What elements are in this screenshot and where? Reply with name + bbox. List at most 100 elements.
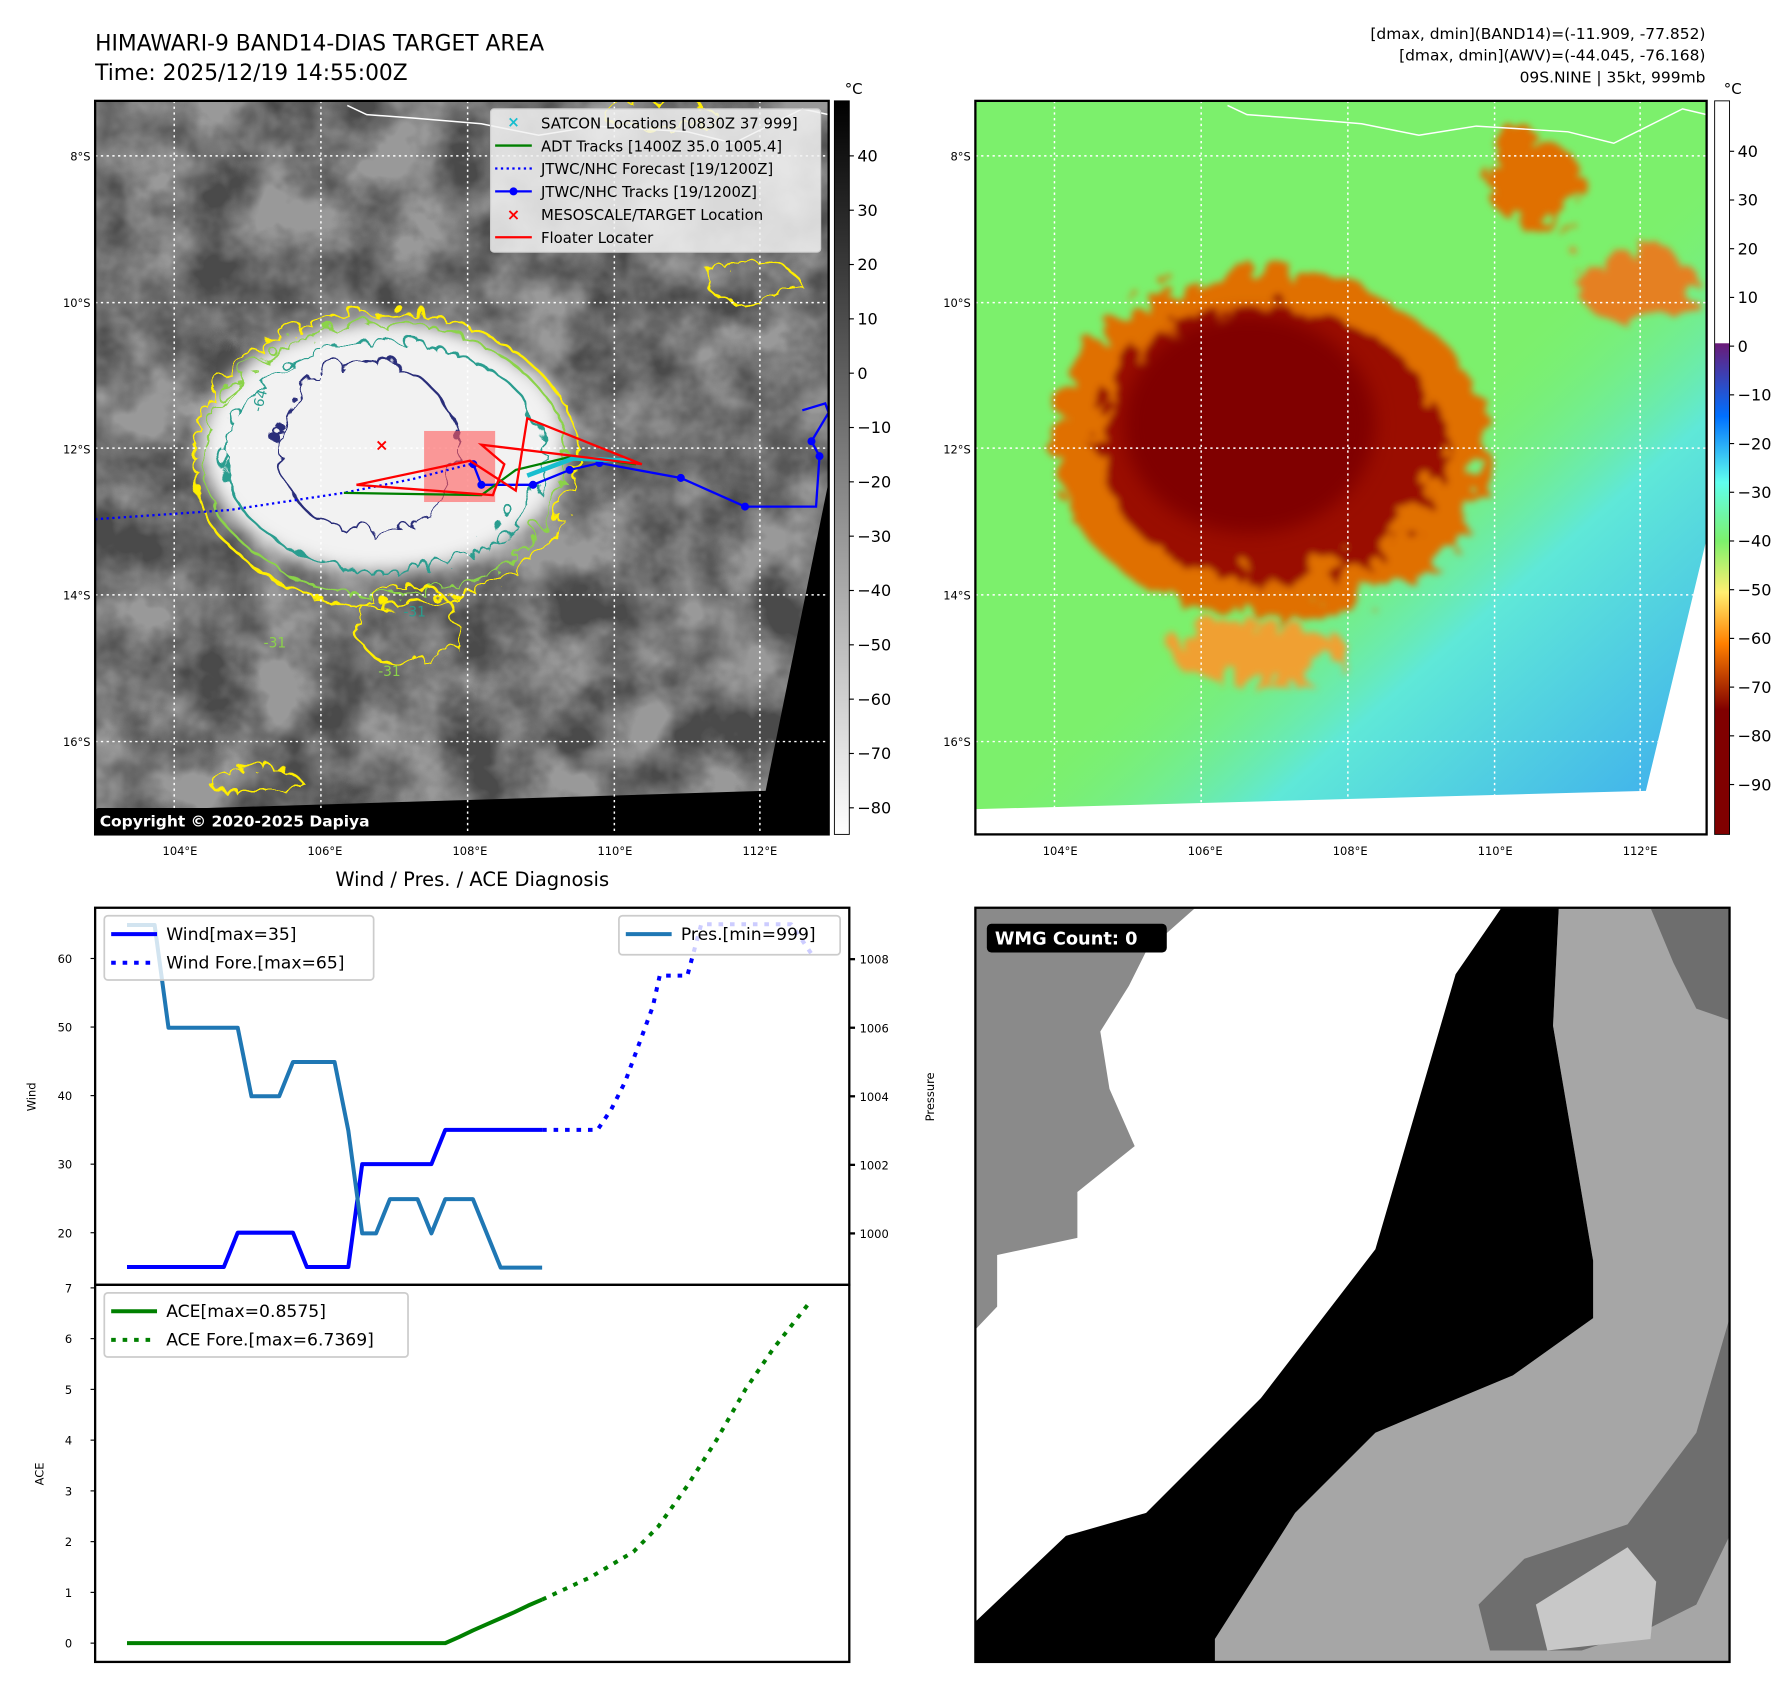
lon-tick-label: 106°E	[308, 844, 343, 858]
coastline	[1227, 104, 1707, 145]
colorbar-tick-label: −50	[1738, 580, 1772, 599]
lon-tick-label: 106°E	[1188, 844, 1223, 858]
legend-satcon: SATCON Locations [0830Z 37 999]	[541, 114, 798, 132]
colorbar-tick-label: 0	[1738, 337, 1748, 356]
wind-legend: Wind[max=35] Wind Fore.[max=65]	[103, 914, 375, 981]
awv-colorbar	[1714, 100, 1731, 835]
y-tick-label: 0	[65, 1637, 72, 1651]
awv-colorbar-unit: °C	[1724, 80, 1742, 98]
colorbar-tick-label: −20	[1738, 434, 1772, 453]
awv-map-panel	[975, 100, 1707, 835]
lon-tick-label: 112°E	[1623, 844, 1658, 858]
colorbar-tick-label: 40	[1738, 142, 1758, 161]
copyright-box	[95, 808, 403, 834]
colorbar-tick-label: −10	[1738, 386, 1772, 405]
ace-axis-label: ACE	[33, 1463, 47, 1486]
figure-title: HIMAWARI-9 BAND14-DIAS TARGET AREA	[95, 31, 544, 56]
contour-label: -31	[378, 664, 400, 680]
y-tick-label: 1	[65, 1586, 72, 1600]
wind-axis-label: Wind	[25, 1082, 39, 1111]
legend-ace: ACE[max=0.8575]	[166, 1302, 326, 1322]
awv-range: [dmax, dmin](AWV)=(-44.045, -76.168)	[1399, 47, 1705, 65]
series-line-ace	[126, 1597, 543, 1646]
colorbar-tick-label: −70	[857, 744, 891, 763]
legend-jtwc-tracks: JTWC/NHC Tracks [19/1200Z]	[540, 183, 757, 201]
y-tick-label: 5	[65, 1383, 72, 1397]
band14-range: [dmax, dmin](BAND14)=(-11.909, -77.852)	[1370, 25, 1705, 43]
lat-tick-label: 8°S	[70, 149, 90, 163]
colorbar-tick-label: 10	[857, 310, 877, 329]
colorbar-tick-label: −90	[1738, 775, 1772, 794]
legend-wind: Wind[max=35]	[166, 925, 296, 945]
colorbar-tick-label: 20	[1738, 239, 1758, 258]
y-tick-label: 20	[58, 1226, 73, 1240]
series-line-wind	[126, 1127, 543, 1269]
y2-tick-label: 1006	[860, 1021, 889, 1035]
ace-chart: 0 1 2 3 4 5 6 7	[65, 1281, 813, 1651]
y-tick-label: 4	[65, 1434, 72, 1448]
lat-tick-label: 16°S	[943, 735, 971, 749]
pressure-legend: Pres.[min=999]	[618, 914, 841, 956]
wmg-count: WMG Count: 0	[995, 929, 1138, 949]
y-tick-label: 2	[65, 1535, 72, 1549]
colorbar-tick-label: −60	[857, 690, 891, 709]
contour-label: -31	[264, 636, 286, 652]
legend-adt: ADT Tracks [1400Z 35.0 1005.4]	[541, 137, 782, 155]
copyright: Copyright © 2020-2025 Dapiya	[100, 812, 370, 830]
lon-tick-label: 110°E	[1478, 844, 1513, 858]
legend-floater: Floater Locater	[541, 229, 654, 247]
ir-colorbar-unit: °C	[845, 80, 863, 98]
lat-tick-label: 10°S	[63, 296, 91, 310]
contour-label: -64	[250, 388, 271, 414]
contour-label: -31	[403, 605, 425, 621]
colorbar-tick-label: 0	[857, 364, 867, 383]
ace-legend: ACE[max=0.8575] ACE Fore.[max=6.7369]	[103, 1291, 409, 1358]
series-line-ace-fore	[541, 1299, 813, 1602]
legend-pressure: Pres.[min=999]	[681, 925, 816, 945]
lon-tick-label: 110°E	[597, 844, 632, 858]
colorbar-tick-label: 30	[1738, 191, 1758, 210]
y-tick-label: 60	[58, 952, 73, 966]
lat-tick-label: 10°S	[943, 296, 971, 310]
lat-tick-label: 8°S	[950, 149, 970, 163]
lat-tick-label: 12°S	[943, 442, 971, 456]
colorbar-tick-label: −10	[857, 418, 891, 437]
y2-tick-label: 1000	[860, 1227, 889, 1241]
figure-time: Time: 2025/12/19 14:55:00Z	[94, 61, 408, 86]
pressure-axis-label: Pressure	[923, 1072, 937, 1121]
map-legend: × SATCON Locations [0830Z 37 999] ADT Tr…	[489, 108, 822, 253]
lat-tick-label: 12°S	[63, 442, 91, 456]
colorbar-tick-label: −30	[857, 527, 891, 546]
colorbar-tick-label: −80	[857, 799, 891, 818]
y-tick-label: 3	[65, 1484, 72, 1498]
y-tick-label: 30	[58, 1158, 73, 1172]
lat-tick-label: 16°S	[63, 735, 91, 749]
colorbar-tick-label: −40	[857, 581, 891, 600]
y-tick-label: 7	[65, 1281, 72, 1295]
lon-tick-label: 108°E	[1333, 844, 1368, 858]
satcon-marker-icon: ×	[507, 113, 519, 131]
lat-tick-label: 14°S	[63, 589, 91, 603]
colorbar-tick-label: 40	[857, 147, 877, 166]
lat-tick-label: 14°S	[943, 589, 971, 603]
wmg-panel	[975, 907, 1730, 1662]
colorbar-tick-label: 30	[857, 201, 877, 220]
wmg-count-badge	[986, 923, 1167, 953]
lon-tick-label: 104°E	[1043, 844, 1078, 858]
y-tick-label: 40	[58, 1089, 73, 1103]
diagnosis-title: Wind / Pres. / ACE Diagnosis	[335, 868, 609, 891]
colorbar-tick-label: −20	[857, 473, 891, 492]
y2-tick-label: 1004	[860, 1090, 889, 1104]
floater-locater	[356, 416, 643, 497]
lon-tick-label: 112°E	[742, 844, 777, 858]
colorbar-tick-label: −30	[1738, 483, 1772, 502]
target-marker-icon: ×	[507, 205, 520, 224]
y2-tick-label: 1002	[860, 1158, 889, 1172]
colorbar-tick-label: −70	[1738, 678, 1772, 697]
series-line-pres	[126, 922, 543, 1270]
legend-jtwc-forecast: JTWC/NHC Forecast [19/1200Z]	[540, 160, 773, 178]
colorbar-tick-label: −40	[1738, 532, 1772, 551]
colorbar-tick-label: −60	[1738, 629, 1772, 648]
jtwc-forecast-track	[95, 463, 471, 521]
legend-target: MESOSCALE/TARGET Location	[541, 206, 763, 224]
